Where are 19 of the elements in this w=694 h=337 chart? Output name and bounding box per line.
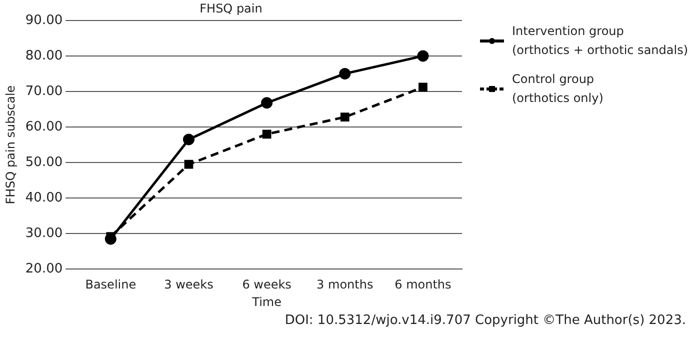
x-tick-label: 3 months <box>316 278 374 292</box>
x-axis-title: Time <box>251 294 282 309</box>
text: DOI: 10.5312/wjo.v14.i9.707 Copyright ©The Author(s) 2023. <box>284 313 686 328</box>
legend-label: Intervention group (orthotics + orthotic sandals) <box>512 23 688 59</box>
y-tick-label: 60.00 <box>25 119 63 134</box>
x-tick-label: 3 weeks <box>164 278 214 292</box>
y-tick-label: 30.00 <box>25 226 63 242</box>
chart-title: FHSQ pain <box>200 1 262 16</box>
legend-label: Control group (orthotics only) <box>512 71 604 107</box>
y-tick-label: 50.00 <box>25 154 63 170</box>
y-tick-label: 70.00 <box>25 84 63 99</box>
y-tick-label: 80.00 <box>25 48 63 64</box>
y-axis-title: FHSQ pain subscale <box>3 85 18 204</box>
x-tick-label: 6 weeks <box>242 278 292 292</box>
y-tick-label: 20.00 <box>25 262 63 277</box>
y-tick-label: 90.00 <box>25 12 63 28</box>
x-tick-label: Baseline <box>85 278 136 292</box>
x-tick-label: 6 months <box>394 278 452 292</box>
y-tick-label: 40.00 <box>25 190 63 206</box>
